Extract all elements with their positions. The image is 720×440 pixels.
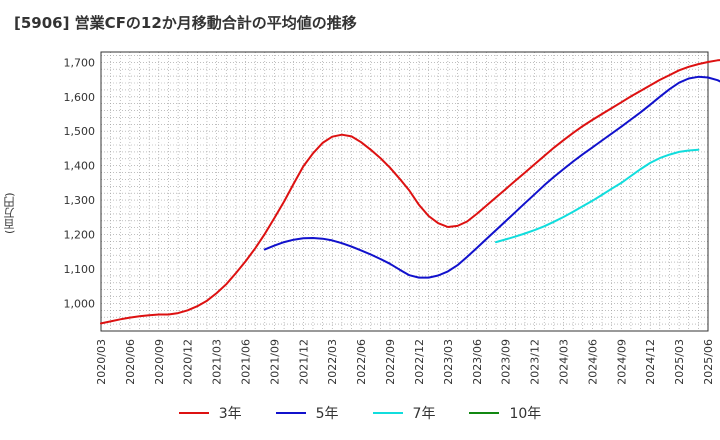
x-tick-label: 2024/12 [644, 339, 657, 385]
series-line-3 [495, 148, 700, 244]
y-tick-label: 1,700 [64, 56, 96, 69]
legend-swatch [178, 412, 209, 414]
x-tick-label: 2022/06 [355, 339, 368, 385]
plot-frame [100, 51, 709, 332]
legend: 3年 5年 7年 10年 [0, 403, 720, 423]
x-tick-label: 2021/06 [240, 339, 253, 385]
legend-swatch [469, 412, 500, 414]
x-tick-label: 2022/03 [326, 339, 339, 385]
legend-label: 7年 [412, 406, 436, 422]
plot-background [101, 52, 708, 331]
x-tick-label: 2022/12 [413, 339, 426, 385]
legend-label: 5年 [315, 406, 339, 422]
series-line-2 [263, 75, 720, 279]
x-tick-label: 2024/09 [615, 339, 628, 385]
x-tick-label: 2021/12 [297, 339, 310, 385]
legend-swatch [275, 412, 306, 414]
legend-swatch [372, 412, 403, 414]
legend-item-2: 5年 [275, 403, 339, 423]
y-tick-label: 1,500 [64, 125, 96, 138]
x-tick-label: 2025/06 [702, 339, 715, 385]
y-tick-label: 1,000 [64, 297, 96, 310]
x-tick-label: 2024/03 [557, 339, 570, 385]
chart-title: [5906] 営業CFの12か月移動合計の平均値の推移 [14, 14, 357, 32]
x-tick-label: 2024/06 [586, 339, 599, 385]
x-tick-label: 2020/09 [153, 339, 166, 385]
x-tick-label: 2023/09 [500, 339, 513, 385]
x-tick-label: 2020/06 [124, 339, 137, 385]
legend-label: 3年 [218, 406, 242, 422]
y-tick-label: 1,300 [64, 194, 96, 207]
x-tick-label: 2023/03 [442, 339, 455, 385]
x-tick-label: 2021/03 [211, 339, 224, 385]
legend-item-4: 10年 [469, 403, 541, 423]
legend-item-1: 3年 [178, 403, 242, 423]
x-tick-label: 2020/03 [95, 339, 108, 385]
x-tick-label: 2022/09 [384, 339, 397, 385]
x-tick-label: 2021/09 [268, 339, 281, 385]
y-tick-label: 1,600 [64, 91, 96, 104]
legend-item-3: 7年 [372, 403, 436, 423]
legend-label: 10年 [509, 406, 542, 422]
x-tick-label: 2025/03 [673, 339, 686, 385]
y-tick-label: 1,200 [64, 229, 96, 242]
x-tick-label: 2020/12 [182, 339, 195, 385]
x-tick-label: 2023/06 [471, 339, 484, 385]
x-tick-label: 2023/12 [529, 339, 542, 385]
y-tick-label: 1,400 [64, 160, 96, 173]
series-line-1 [100, 59, 720, 325]
y-tick-label: 1,100 [64, 263, 96, 276]
